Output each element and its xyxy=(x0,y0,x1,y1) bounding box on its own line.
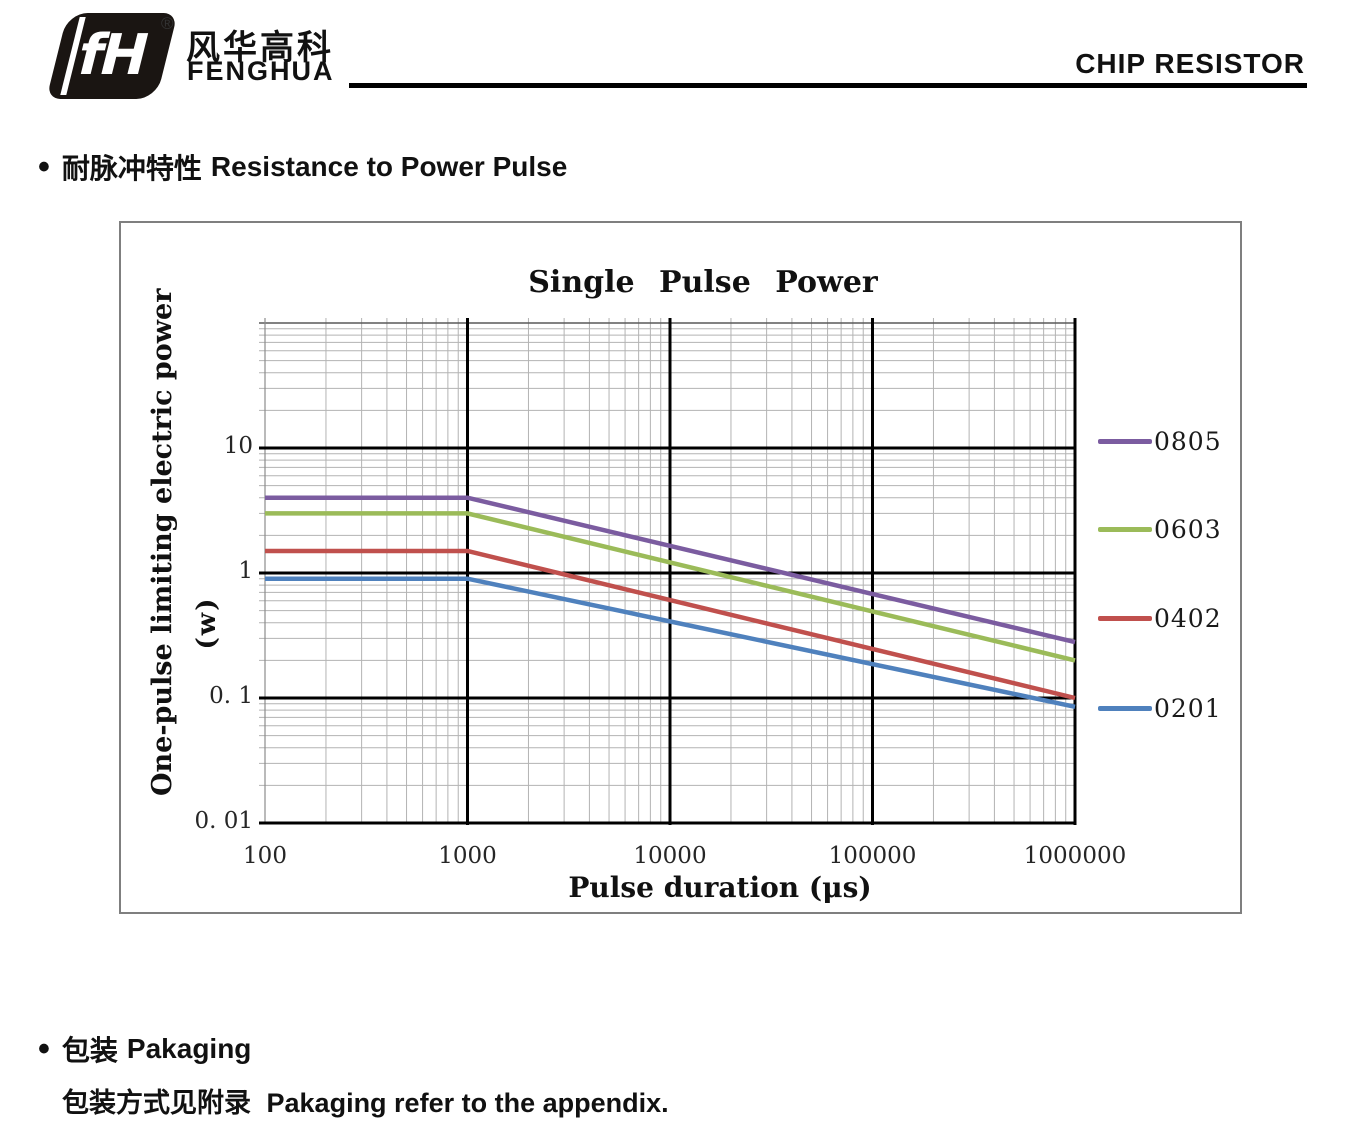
logo-fh-glyph: fH xyxy=(71,23,153,88)
plot-area xyxy=(259,318,1077,825)
series-line-0402 xyxy=(265,548,1076,701)
fenghua-logo-mark-icon: fH xyxy=(46,13,178,99)
header-divider xyxy=(349,83,1307,88)
series-line-0201 xyxy=(265,576,1076,710)
legend-label: 0201 xyxy=(1154,694,1222,723)
packaging-note: 包装方式见附录 Pakaging refer to the appendix. xyxy=(62,1081,669,1120)
series-line-0603 xyxy=(265,511,1076,663)
legend-item-0402: 0402 xyxy=(1098,604,1222,633)
legend-item-0805: 0805 xyxy=(1098,427,1222,456)
bullet-icon: • xyxy=(38,148,50,186)
legend-item-0201: 0201 xyxy=(1098,694,1222,723)
series-line-0805 xyxy=(265,495,1076,645)
pulse-power-chart: Single Pulse Power One-pulse limiting el… xyxy=(119,221,1242,914)
legend-label: 0805 xyxy=(1154,427,1222,456)
logo-english-name: FENGHUA xyxy=(187,56,335,86)
legend-line-icon xyxy=(1098,527,1152,532)
legend-line-icon xyxy=(1098,616,1152,621)
x-axis-title: Pulse duration (μs) xyxy=(568,871,872,904)
legend-label: 0603 xyxy=(1154,515,1222,544)
x-tick-label: 100 xyxy=(243,843,287,869)
legend-label: 0402 xyxy=(1154,604,1222,633)
section-heading-pulse-cn: 耐脉冲特性 xyxy=(61,153,202,184)
legend-line-icon xyxy=(1098,706,1152,711)
section-heading-pulse-en: Resistance to Power Pulse xyxy=(210,151,568,182)
x-tick-label: 1000 xyxy=(438,843,497,869)
y-tick-label: 10 xyxy=(223,433,253,459)
section-heading-pulse: • 耐脉冲特性 Resistance to Power Pulse xyxy=(38,147,567,187)
x-tick-label: 1000000 xyxy=(1023,843,1127,869)
packaging-note-cn: 包装方式见附录 xyxy=(62,1088,251,1118)
bullet-icon: • xyxy=(38,1030,50,1068)
packaging-note-en: Pakaging refer to the appendix. xyxy=(266,1088,669,1118)
logo-chinese-name: 风华高科 xyxy=(186,29,334,67)
document-title: CHIP RESISTOR xyxy=(1075,48,1305,79)
section-heading-packaging-cn: 包装 xyxy=(61,1035,118,1066)
x-tick-label: 100000 xyxy=(828,843,917,869)
y-tick-label: 1 xyxy=(238,558,253,584)
legend-line-icon xyxy=(1098,439,1152,444)
y-axis-unit: (w) xyxy=(192,596,222,650)
legend-item-0603: 0603 xyxy=(1098,515,1222,544)
section-heading-packaging-en: Pakaging xyxy=(126,1033,252,1064)
x-tick-label: 10000 xyxy=(633,843,707,869)
y-tick-label: 0. 01 xyxy=(194,808,253,834)
y-tick-label: 0. 1 xyxy=(209,683,253,709)
registered-trademark-icon: ® xyxy=(161,14,174,33)
section-heading-packaging: • 包装 Pakaging xyxy=(38,1029,251,1069)
chart-title: Single Pulse Power xyxy=(528,265,878,300)
